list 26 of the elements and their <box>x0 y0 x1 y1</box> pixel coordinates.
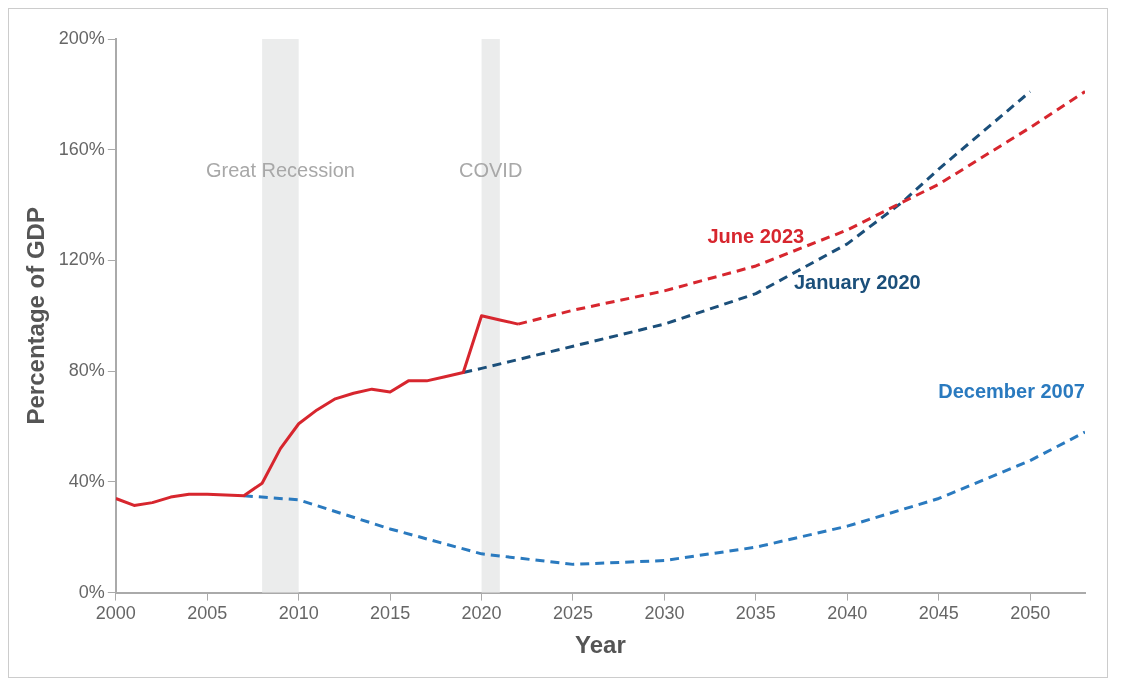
series-label: January 2020 <box>793 271 921 294</box>
y-axis-title: Percentage of GDP <box>22 207 50 425</box>
x-tick-label: 2050 <box>1010 603 1051 624</box>
x-tick-label: 2000 <box>95 603 136 624</box>
line-series <box>461 90 1032 375</box>
line-series <box>242 430 1085 566</box>
x-tick-label: 2010 <box>278 603 319 624</box>
y-tick-label: 160% <box>58 138 105 159</box>
x-tick-label: 2040 <box>827 603 868 624</box>
x-tick-label: 2035 <box>735 603 776 624</box>
y-tick-label: 40% <box>68 470 105 491</box>
x-tick-label: 2030 <box>644 603 685 624</box>
x-tick-label: 2045 <box>918 603 959 624</box>
x-tick-label: 2025 <box>552 603 594 624</box>
x-tick-label: 2015 <box>370 603 411 624</box>
x-tick-label: 2020 <box>461 603 502 624</box>
band-label: COVID <box>459 159 523 182</box>
series-label: December 2007 <box>938 379 1085 402</box>
x-tick-label: 2005 <box>187 603 228 624</box>
band-label: Great Recession <box>205 159 355 182</box>
series-label: June 2023 <box>707 225 805 248</box>
x-axis-title: Year <box>575 631 626 659</box>
y-tick-label: 80% <box>68 360 105 381</box>
y-tick-label: 200% <box>58 27 105 48</box>
y-tick-label: 0% <box>78 581 105 602</box>
y-tick-label: 120% <box>58 249 105 270</box>
